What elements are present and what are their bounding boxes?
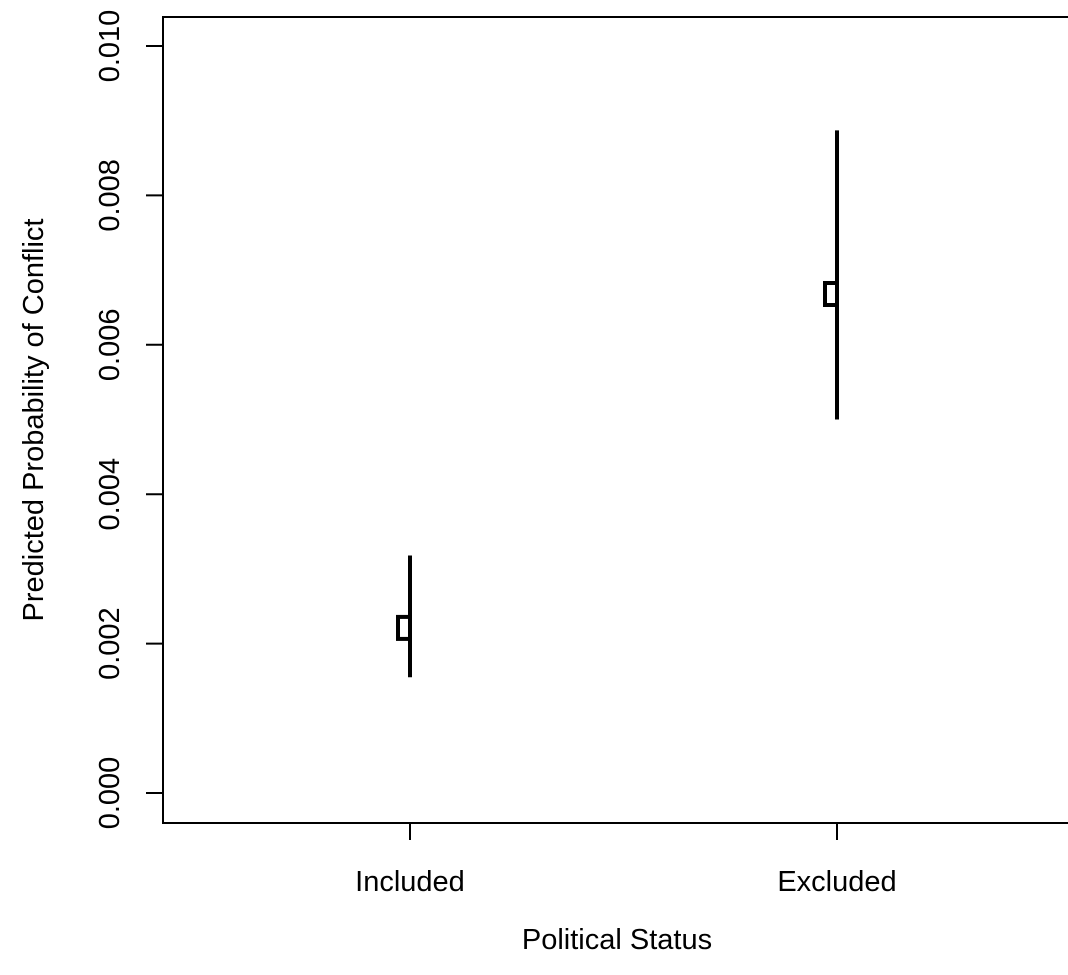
y-axis: 0.000 0.002 0.004 0.006 0.008 0.010	[94, 10, 163, 830]
y-axis-title: Predicted Probability of Conflict	[18, 219, 50, 622]
y-tick-label-3: 0.006	[94, 309, 126, 382]
data-points	[396, 130, 839, 678]
y-tick-label-5: 0.010	[94, 10, 126, 83]
x-axis: Included Excluded	[355, 823, 897, 898]
y-tick-label-4: 0.008	[94, 159, 126, 232]
plot-frame	[162, 16, 1068, 824]
x-axis-title: Political Status	[522, 924, 712, 956]
y-tick-label-1: 0.002	[94, 607, 126, 680]
point-included	[396, 614, 412, 641]
y-tick-label-0: 0.000	[94, 757, 126, 830]
x-tick-label-0: Included	[355, 866, 465, 898]
x-tick-label-1: Excluded	[777, 866, 896, 898]
y-tick-label-2: 0.004	[94, 458, 126, 531]
point-excluded	[823, 281, 839, 308]
plot-border	[162, 16, 1068, 824]
